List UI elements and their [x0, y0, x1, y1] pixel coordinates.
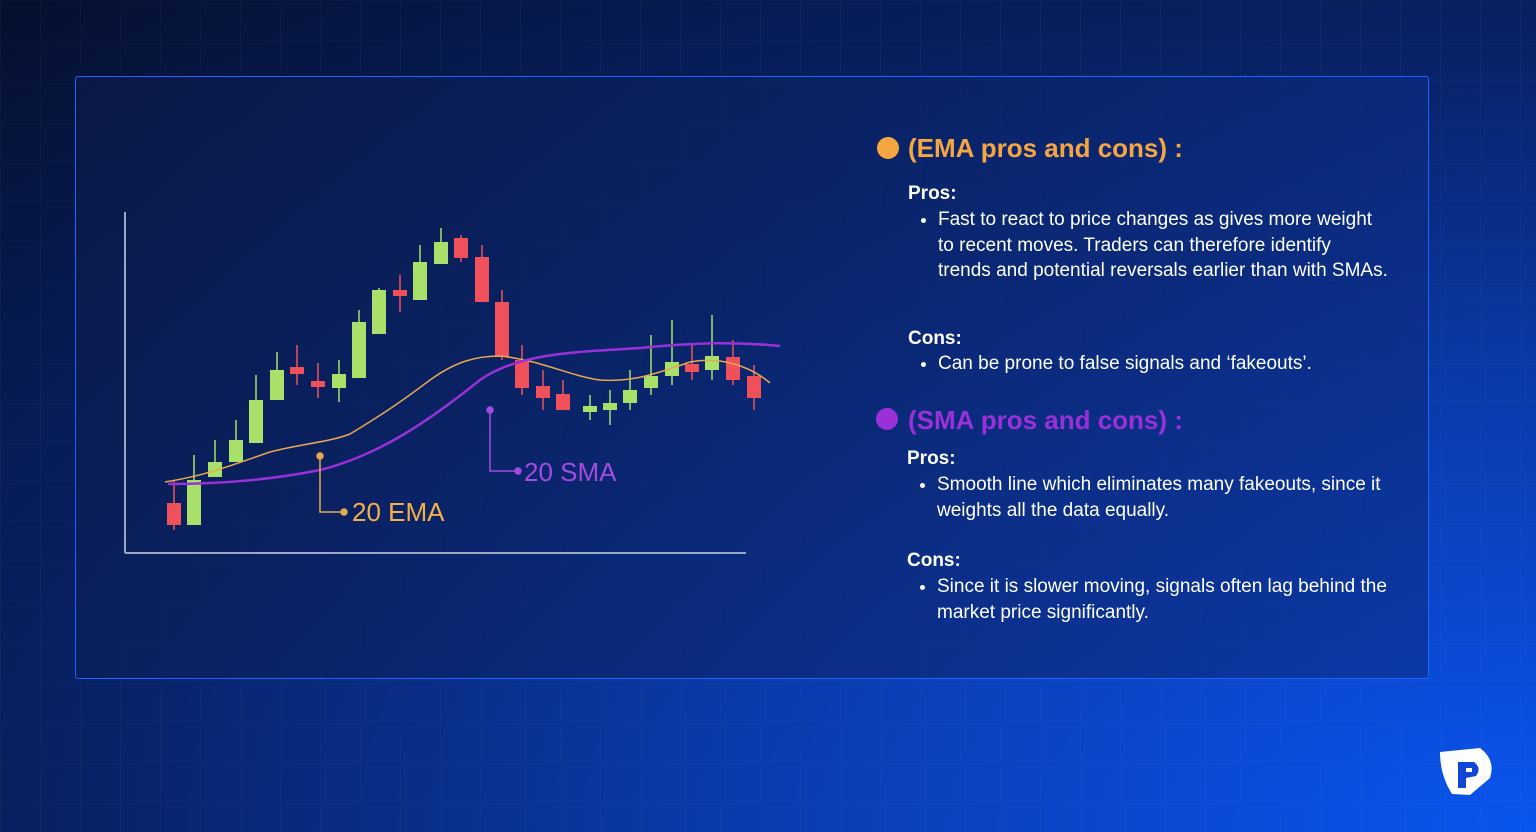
- candle-body: [623, 390, 637, 403]
- candles: [167, 228, 761, 530]
- candle-body: [167, 503, 181, 525]
- ema-cons-label: Cons:: [908, 328, 962, 349]
- candle-body: [556, 394, 570, 410]
- ema-title: (EMA pros and cons) :: [908, 133, 1183, 163]
- candle-body: [187, 480, 201, 525]
- candle-body: [515, 360, 529, 388]
- candle-body: [332, 374, 346, 388]
- candle-body: [603, 403, 617, 410]
- sma-cons-list: Since it is slower moving, signals often…: [907, 574, 1387, 625]
- sma-pros-label: Pros:: [907, 448, 956, 469]
- candle-body: [311, 381, 325, 387]
- ema-cons-list: Can be prone to false signals and ‘fakeo…: [908, 351, 1388, 377]
- bullet: Fast to react to price changes as gives …: [938, 207, 1388, 284]
- logo: [1440, 748, 1492, 795]
- candle-body: [372, 290, 386, 334]
- candle-body: [434, 242, 448, 264]
- sma-callout: [486, 406, 522, 475]
- ema-pros-list: Fast to react to price changes as gives …: [908, 207, 1388, 284]
- ema-callout: [316, 452, 348, 516]
- bullet: Since it is slower moving, signals often…: [937, 574, 1387, 625]
- candle-body: [536, 386, 550, 398]
- candle-body: [413, 262, 427, 300]
- candle-body: [583, 406, 597, 412]
- candle-body: [475, 257, 489, 302]
- ema-line: [164, 355, 771, 483]
- candle-body: [249, 400, 263, 443]
- candle-body: [393, 290, 407, 296]
- bullet: Can be prone to false signals and ‘fakeo…: [938, 351, 1388, 377]
- candle-body: [208, 462, 222, 477]
- sma-line: [167, 341, 781, 486]
- candle-body: [685, 364, 699, 372]
- bullet: Smooth line which eliminates many fakeou…: [937, 472, 1387, 523]
- ema-label: 20 EMA: [352, 497, 445, 527]
- candle-body: [726, 357, 740, 380]
- sma-label: 20 SMA: [524, 457, 617, 487]
- sma-pros-list: Smooth line which eliminates many fakeou…: [907, 472, 1387, 523]
- candle-body: [270, 370, 284, 400]
- candle-body: [352, 322, 366, 378]
- sma-title: (SMA pros and cons) :: [908, 405, 1183, 435]
- candle-body: [454, 238, 468, 258]
- candle-body: [495, 302, 509, 357]
- candle-body: [290, 367, 304, 374]
- candle-body: [229, 440, 243, 462]
- ema-marker: [877, 137, 899, 159]
- sma-cons-label: Cons:: [907, 550, 961, 571]
- sma-marker: [876, 408, 898, 430]
- candle-body: [705, 356, 719, 370]
- candle-body: [644, 376, 658, 388]
- ema-pros-label: Pros:: [908, 183, 957, 204]
- candle-body: [665, 362, 679, 376]
- axes: [124, 212, 746, 554]
- candle-body: [747, 376, 761, 398]
